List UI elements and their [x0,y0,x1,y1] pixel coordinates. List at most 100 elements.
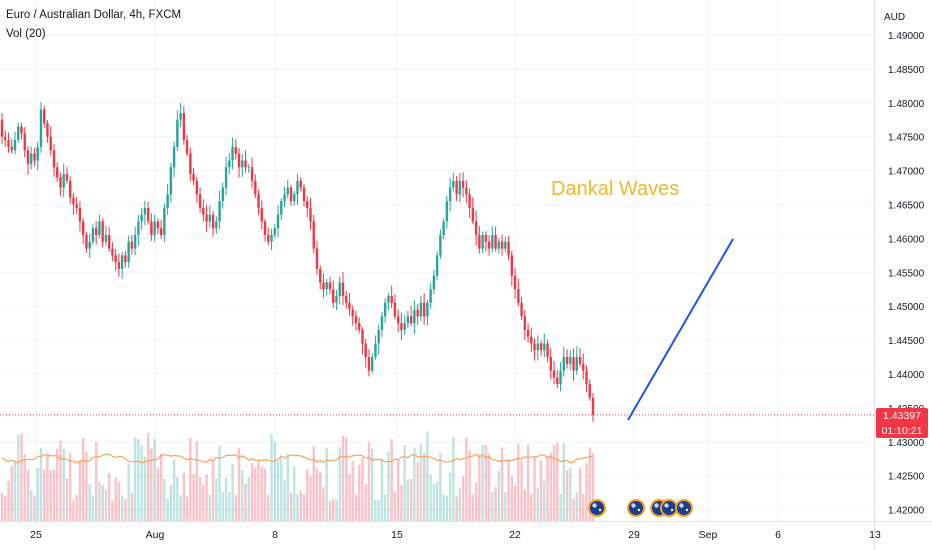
candle-body [172,146,176,168]
volume-bar [409,478,413,521]
candle-body [7,140,10,147]
candle-body [546,343,549,358]
candle-body [107,235,111,249]
candle-body [533,343,536,351]
volume-bar [325,448,328,521]
volume-bar [215,478,218,521]
candle-body [396,316,400,324]
candle-body [552,370,556,378]
candle-body [114,255,117,263]
volume-bar [354,494,358,521]
candle-body [429,289,432,303]
volume-bar [234,494,238,521]
volume-bar [367,442,371,521]
candle-body [458,180,462,195]
candle-body [283,194,286,202]
volume-bar [189,437,192,521]
volume-bar [224,477,228,521]
candle-body [276,214,280,229]
candle-body [582,363,585,371]
candle-body [0,119,4,137]
volume-bar [413,447,416,521]
volume-bar [348,474,351,521]
candle-body [120,255,124,269]
volume-bar [169,484,173,521]
candle-body [302,187,306,202]
price-tick-label: 1.42500 [888,472,925,483]
volume-bar [176,476,179,521]
price-tick-label: 1.42000 [888,506,925,517]
candle-body [224,167,228,188]
candle-body [68,180,72,198]
volume-bar [322,486,325,521]
candle-body [260,207,263,222]
volume-bar [192,473,195,521]
candle-body [591,397,595,415]
volume-bar [426,431,429,521]
flag-australia-icon [675,499,693,517]
volume-bar [65,478,69,521]
watermark-text: Dankal Waves [551,178,680,200]
price-tick-label: 1.45500 [888,268,925,279]
volume-bar [572,498,575,521]
candle-body [338,282,341,297]
volume-bar [552,445,556,521]
candle-body [409,316,413,324]
volume-legend[interactable]: Vol (20) [6,28,46,40]
candle-body [377,329,380,344]
trend-line-drawing[interactable] [627,238,734,421]
candle-body [484,235,488,242]
volume-bar [88,484,91,521]
volume-bar [117,482,121,521]
candle-body [17,126,20,141]
candle-body [354,316,358,324]
volume-bar [127,463,130,521]
volume-bar [293,466,296,521]
volume-bar [387,451,390,521]
volume-bar [237,448,241,521]
candle-body [348,302,351,310]
candle-body [510,255,514,276]
candle-body [374,343,377,358]
volume-bar [36,468,39,521]
candle-body [218,201,221,222]
axis-separator [874,0,875,550]
volume-bar [565,469,569,521]
price-tick-label: 1.48500 [888,65,925,76]
volume-bar [104,489,108,521]
candle-body [237,153,241,168]
flag-australia-icon [627,499,645,517]
candle-body [117,262,121,269]
volume-bar [370,448,374,521]
volume-bar [523,489,527,521]
volume-bar [335,499,338,521]
volume-bar [530,494,533,521]
candle-body [56,167,59,178]
candle-body [267,235,270,242]
price-axis[interactable]: 1.49000 1.48500 1.48000 1.47500 1.47000 1.465… [888,31,925,517]
volume-bar [49,470,52,521]
candle-body [247,167,250,169]
volume-bar [448,472,452,521]
volume-bar [231,464,234,521]
volume-bar [270,433,273,521]
volume-bar [517,443,520,521]
symbol-legend[interactable]: Euro / Australian Dollar, 4h, FXCM [6,9,182,21]
candle-body [257,194,260,208]
volume-bar [163,478,166,521]
candle-body [585,370,588,385]
volume-bar [328,500,332,521]
candle-body [435,255,439,276]
volume-bar [315,468,319,521]
candle-body [33,153,36,161]
candle-body [153,221,156,236]
candle-body [494,235,497,249]
volume-bar [306,468,309,521]
time-axis[interactable]: 25 Aug 8 15 22 29 Sep 6 13 [30,529,881,541]
volume-bar [591,453,595,521]
candle-body [75,204,78,208]
volume-bar [588,447,591,521]
time-tick-label: 15 [391,529,403,541]
candle-body [315,248,319,269]
